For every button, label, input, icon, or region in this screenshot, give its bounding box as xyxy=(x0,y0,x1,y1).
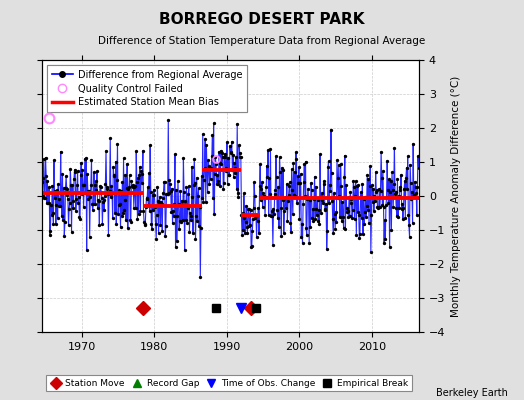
Y-axis label: Monthly Temperature Anomaly Difference (°C): Monthly Temperature Anomaly Difference (… xyxy=(451,75,461,317)
Legend: Station Move, Record Gap, Time of Obs. Change, Empirical Break: Station Move, Record Gap, Time of Obs. C… xyxy=(47,375,411,392)
Legend: Difference from Regional Average, Quality Control Failed, Estimated Station Mean: Difference from Regional Average, Qualit… xyxy=(47,65,247,112)
Text: Berkeley Earth: Berkeley Earth xyxy=(436,388,508,398)
Text: Difference of Station Temperature Data from Regional Average: Difference of Station Temperature Data f… xyxy=(99,36,425,46)
Text: BORREGO DESERT PARK: BORREGO DESERT PARK xyxy=(159,12,365,27)
